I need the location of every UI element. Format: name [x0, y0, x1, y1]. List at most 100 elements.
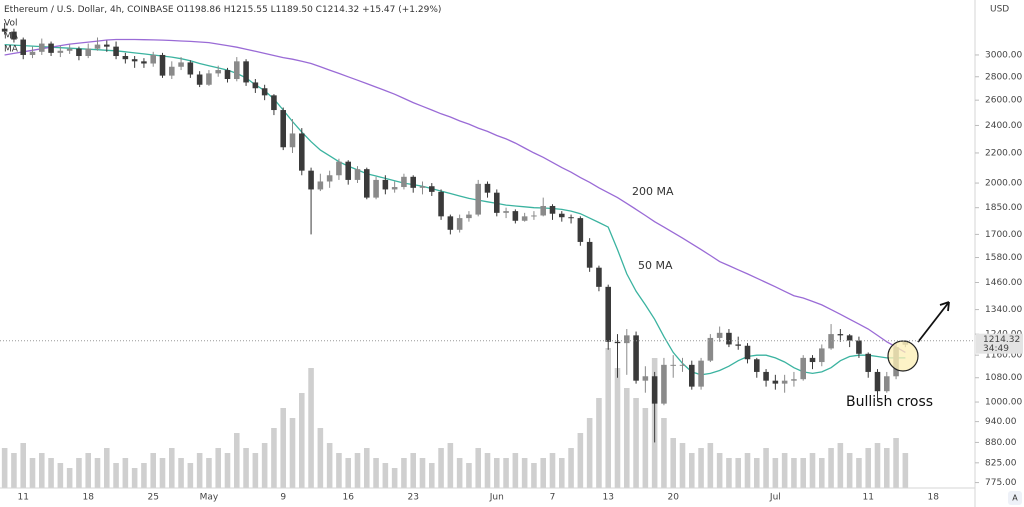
candle-body	[865, 353, 871, 372]
volume-bar	[456, 458, 463, 488]
volume-bar	[391, 468, 398, 488]
x-tick-label: 23	[407, 493, 418, 503]
high-value: H1215.55	[224, 5, 268, 15]
candle-body	[754, 359, 760, 372]
volume-bar	[317, 428, 324, 488]
volume-bar	[234, 433, 240, 488]
y-tick-label: 1340.00	[985, 305, 1022, 315]
candle-body	[289, 133, 296, 148]
volume-bar	[252, 453, 259, 488]
candle-body	[196, 74, 203, 85]
candle-body	[391, 187, 398, 190]
volume-bar	[596, 398, 602, 488]
volume-bar	[48, 458, 54, 488]
volume-bar	[884, 448, 890, 488]
x-tick-label: 18	[927, 493, 939, 503]
candle-body	[187, 62, 194, 75]
volume-bar	[280, 408, 286, 488]
candle-body	[20, 39, 26, 55]
x-tick-label: 11	[862, 493, 873, 503]
candle-body	[679, 364, 686, 366]
candle-body	[605, 286, 611, 342]
candle-body	[57, 50, 64, 53]
volume-bar	[196, 453, 203, 488]
y-tick-label: 2600.00	[985, 96, 1022, 106]
volume-bar	[605, 348, 611, 488]
y-tick-label: 1000.00	[985, 398, 1022, 408]
candle-body	[76, 48, 82, 57]
ma-label: 200 MA	[632, 185, 674, 198]
candle-body	[169, 66, 175, 76]
candle-body	[382, 179, 389, 190]
volume-bar	[772, 458, 779, 488]
candle-body	[642, 376, 649, 381]
candle-body	[234, 61, 240, 80]
volume-bar	[94, 458, 101, 488]
candle-body	[66, 48, 73, 51]
volume-bar	[57, 463, 64, 488]
volume-bar	[271, 428, 277, 488]
volume-bar	[429, 463, 435, 488]
y-tick-label: 1850.00	[985, 203, 1022, 213]
candle-body	[856, 340, 862, 354]
candle-body	[280, 110, 286, 148]
volume-bar	[679, 443, 686, 488]
volume-bar	[382, 463, 389, 488]
candle-body	[707, 337, 714, 361]
candle-body	[252, 82, 259, 89]
candle-body	[354, 169, 361, 180]
volume-bar	[698, 448, 704, 488]
candle-body	[29, 51, 36, 55]
y-tick-label: 1700.00	[985, 230, 1022, 240]
candle-body	[85, 48, 91, 57]
volume-bar	[624, 388, 630, 488]
volume-bar	[20, 443, 26, 488]
candle-body	[364, 169, 370, 198]
volume-bar	[159, 458, 166, 488]
volume-bar	[438, 448, 444, 488]
candle-body	[1, 28, 8, 32]
candle-body	[577, 218, 584, 242]
candle-body	[178, 62, 184, 67]
auto-button-label[interactable]: A	[1012, 494, 1018, 503]
volume-bar	[141, 463, 147, 488]
candle-body	[224, 70, 231, 80]
candle-body	[345, 161, 351, 180]
x-tick-label: 20	[667, 493, 679, 503]
candle-body	[512, 211, 519, 221]
candle-body	[159, 54, 166, 76]
candle-body	[39, 43, 45, 52]
volume-bar	[494, 458, 500, 488]
candle-body	[540, 205, 546, 216]
volume-layer	[1, 348, 909, 488]
volume-bar	[661, 418, 667, 488]
x-tick-label: 16	[342, 493, 354, 503]
volume-bar	[856, 458, 862, 488]
y-tick-label: 2800.00	[985, 72, 1022, 82]
volume-bar	[206, 458, 212, 488]
candle-body	[791, 379, 797, 381]
volume-bar	[113, 463, 119, 488]
volume-bar	[85, 453, 91, 488]
y-tick-label: 3000.00	[985, 50, 1022, 60]
candle-body	[503, 211, 509, 213]
candle-body	[131, 59, 138, 62]
candle-body	[531, 215, 537, 217]
volume-bar	[66, 468, 73, 488]
candle-body	[141, 61, 147, 64]
volume-bar	[261, 443, 268, 488]
pane-label: MA	[4, 32, 19, 42]
candle-body	[781, 380, 788, 384]
x-tick-label: 18	[82, 493, 94, 503]
volume-bar	[447, 443, 454, 488]
candle-body	[874, 371, 881, 392]
volume-bar	[29, 458, 36, 488]
auto-button[interactable]	[1008, 491, 1022, 505]
candle-body	[633, 335, 639, 381]
volume-bar	[874, 443, 881, 488]
volume-bar	[150, 453, 156, 488]
volume-bar	[586, 418, 593, 488]
volume-bar	[11, 453, 17, 488]
